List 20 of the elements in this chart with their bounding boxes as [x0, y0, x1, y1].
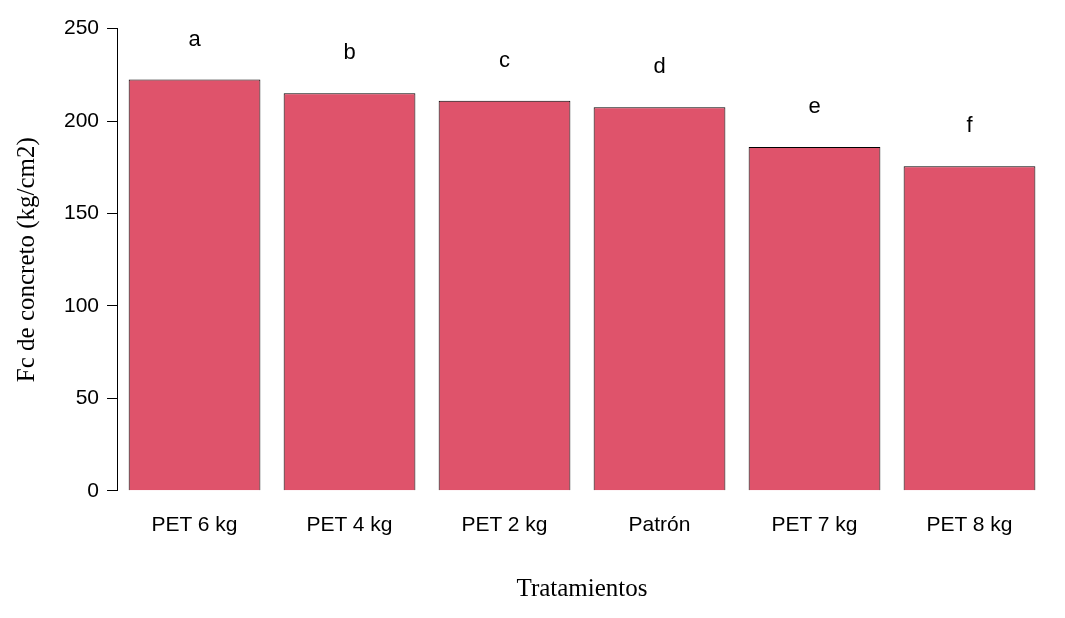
annotation: c — [499, 46, 511, 72]
annotation: e — [808, 92, 821, 118]
x-tick-label: PET 2 kg — [461, 512, 548, 536]
annotation: b — [343, 39, 356, 65]
x-tick-label: Patrón — [628, 512, 691, 536]
y-tick-label: 0 — [87, 477, 100, 501]
annotation: f — [966, 112, 974, 138]
y-tick-label: 150 — [63, 200, 100, 224]
y-axis-title: Fc de concreto (kg/cm2) — [11, 137, 40, 383]
y-tick-label: 250 — [63, 15, 100, 39]
y-tick-label: 50 — [75, 385, 100, 409]
x-tick-label: PET 7 kg — [771, 512, 858, 536]
x-tick-label: PET 4 kg — [306, 512, 393, 536]
annotation: d — [653, 53, 666, 79]
y-tick-label: 100 — [63, 292, 100, 316]
x-axis-title: Tratamientos — [516, 573, 648, 601]
annotation: a — [188, 25, 202, 51]
y-tick-label: 200 — [63, 107, 100, 131]
x-tick-label: PET 6 kg — [151, 512, 238, 536]
x-tick-label: PET 8 kg — [926, 512, 1013, 536]
